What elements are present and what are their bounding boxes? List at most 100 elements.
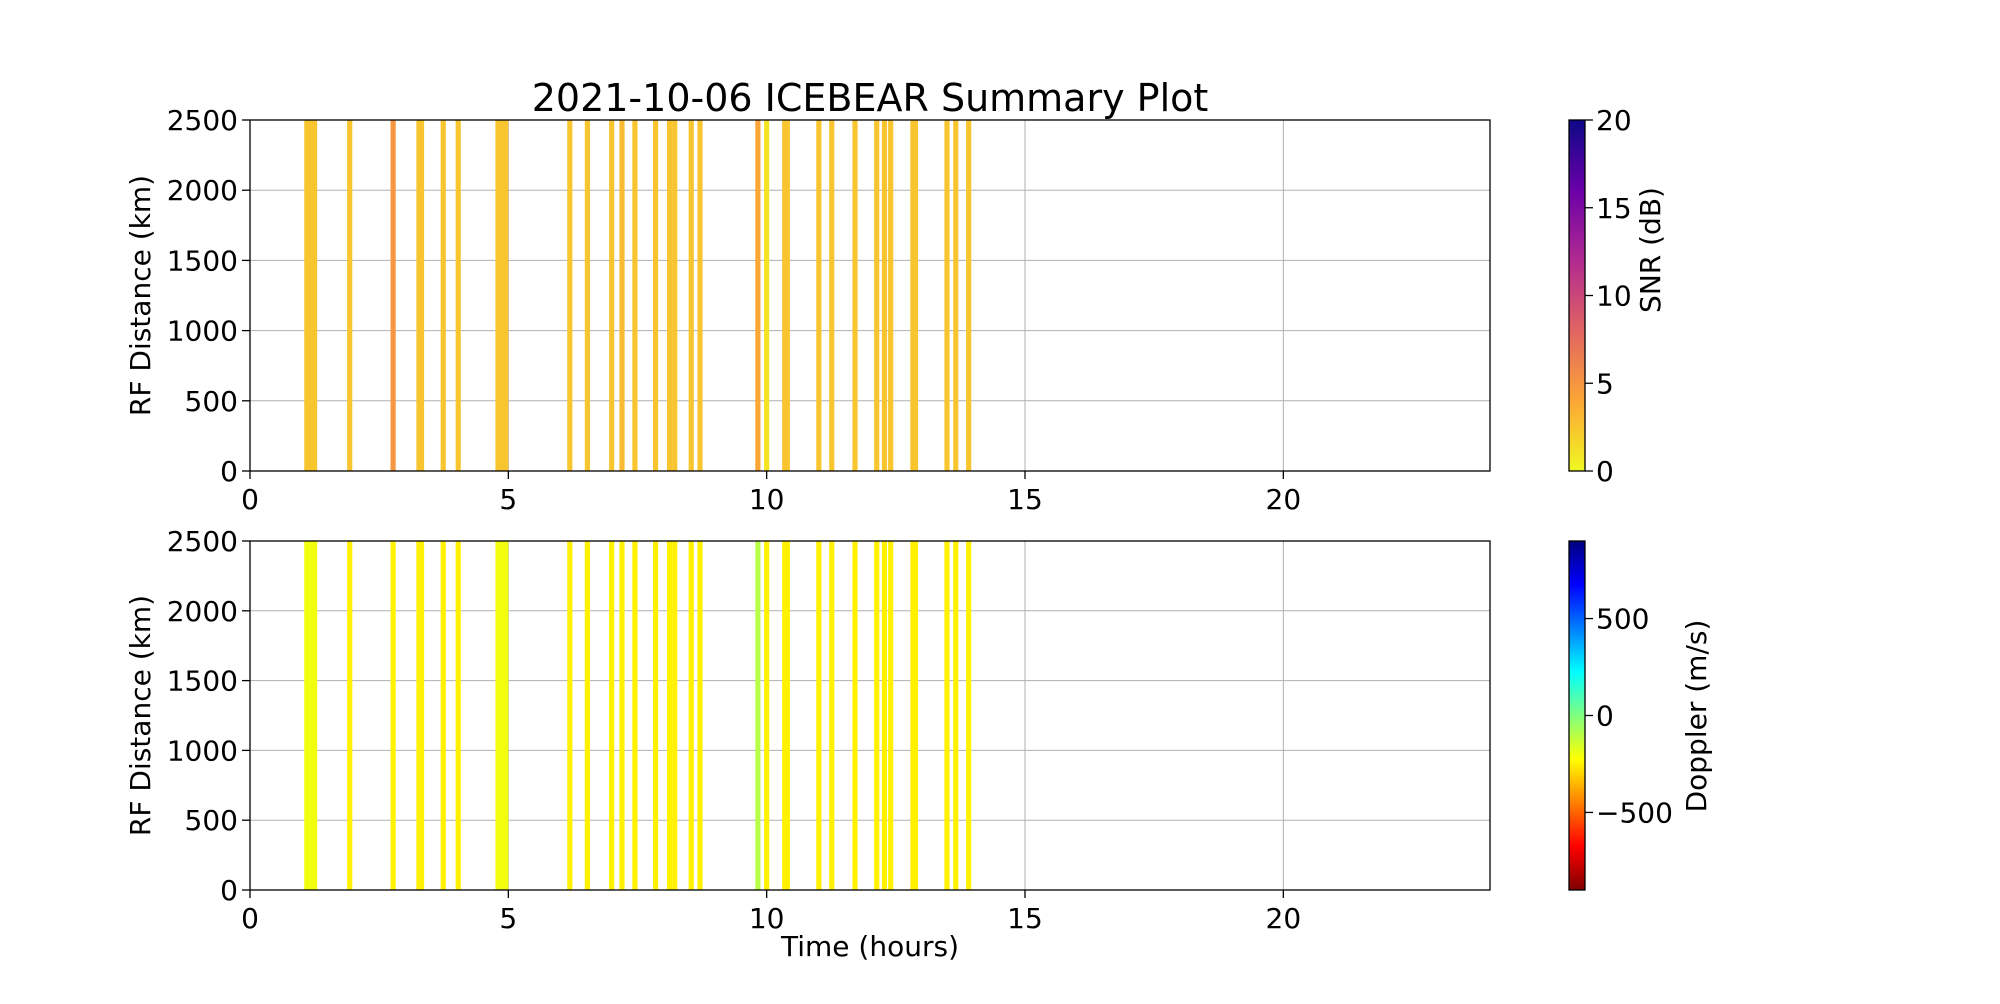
- x-tick-label: 10: [749, 483, 785, 516]
- stripe: [816, 541, 822, 890]
- stripe: [632, 541, 638, 890]
- chart-title: 2021-10-06 ICEBEAR Summary Plot: [532, 76, 1209, 120]
- y-tick-label: 500: [185, 385, 238, 418]
- stripe: [609, 120, 615, 471]
- colorbar-tick-label: 15: [1596, 192, 1632, 225]
- stripe: [666, 541, 673, 890]
- x-tick-label: 20: [1266, 483, 1302, 516]
- stripe: [966, 120, 972, 471]
- stripe: [567, 120, 573, 471]
- stripe: [498, 541, 504, 890]
- stripe: [784, 541, 790, 890]
- stripe: [816, 120, 822, 471]
- stripe: [852, 541, 858, 890]
- stripe: [653, 541, 659, 890]
- stripe: [697, 120, 703, 471]
- stripe: [852, 120, 858, 471]
- plot-frame: [249, 119, 1491, 472]
- x-tick-label: 10: [749, 902, 785, 935]
- stripe: [829, 120, 835, 471]
- stripe: [584, 120, 590, 471]
- colorbar-label: Doppler (m/s): [1680, 620, 1713, 813]
- stripe: [755, 541, 761, 890]
- colorbar-tick-label: −500: [1596, 796, 1673, 829]
- stripe: [390, 541, 396, 890]
- stripe: [966, 541, 972, 890]
- y-tick-label: 2000: [167, 595, 238, 628]
- y-tick-label: 0: [220, 455, 238, 488]
- stripe: [953, 120, 959, 471]
- y-tick-label: 2500: [167, 104, 238, 137]
- y-tick-label: 1000: [167, 315, 238, 348]
- colorbar-tick-label: 20: [1596, 104, 1632, 137]
- colorbar: [1568, 540, 1586, 891]
- stripe: [390, 120, 396, 471]
- y-tick-label: 1500: [167, 665, 238, 698]
- stripe: [912, 120, 919, 471]
- stripe: [944, 120, 950, 471]
- stripe: [304, 120, 310, 471]
- stripe: [829, 541, 835, 890]
- stripe: [944, 541, 950, 890]
- stripe: [418, 120, 425, 471]
- stripe: [888, 541, 894, 890]
- stripe: [304, 541, 310, 890]
- stripe: [584, 541, 590, 890]
- stripe: [312, 541, 318, 890]
- stripe: [455, 120, 461, 471]
- stripe: [440, 120, 446, 471]
- stripe: [881, 541, 888, 890]
- x-tick-label: 20: [1266, 902, 1302, 935]
- y-tick-label: 2000: [167, 174, 238, 207]
- x-tick-label: 15: [1007, 483, 1043, 516]
- stripe: [764, 120, 770, 471]
- stripe: [910, 541, 916, 890]
- y-axis-label: RF Distance (km): [124, 595, 157, 836]
- stripe: [881, 120, 888, 471]
- x-tick-label: 0: [241, 902, 259, 935]
- stripe: [619, 541, 625, 890]
- x-tick-label: 15: [1007, 902, 1043, 935]
- stripe: [688, 120, 694, 471]
- x-tick-label: 0: [241, 483, 259, 516]
- stripe: [418, 541, 425, 890]
- plot-frame: [249, 540, 1491, 891]
- stripe: [498, 120, 504, 471]
- stripe: [784, 120, 790, 471]
- colorbar: [1568, 119, 1586, 472]
- stripe: [953, 541, 959, 890]
- stripe: [347, 541, 353, 890]
- stripe: [755, 120, 761, 471]
- stripe: [688, 541, 694, 890]
- y-tick-label: 0: [220, 874, 238, 907]
- x-tick-label: 5: [499, 902, 517, 935]
- stripe: [764, 541, 770, 890]
- x-axis-label: Time (hours): [780, 930, 959, 963]
- stripe: [912, 541, 919, 890]
- stripe: [888, 120, 894, 471]
- y-tick-label: 2500: [167, 525, 238, 558]
- stripe: [874, 541, 880, 890]
- stripe: [312, 120, 318, 471]
- stripe: [440, 541, 446, 890]
- stripe: [503, 541, 509, 890]
- stripe: [609, 541, 615, 890]
- stripe: [653, 120, 659, 471]
- stripe: [567, 541, 573, 890]
- stripe: [672, 541, 678, 890]
- colorbar-tick-label: 10: [1596, 280, 1632, 313]
- colorbar-tick-label: 0: [1596, 455, 1614, 488]
- stripe: [672, 120, 678, 471]
- colorbar-tick-label: 0: [1596, 700, 1614, 733]
- stripe: [632, 120, 638, 471]
- y-axis-label: RF Distance (km): [124, 175, 157, 416]
- stripe: [503, 120, 509, 471]
- stripe: [455, 541, 461, 890]
- stripe: [697, 541, 703, 890]
- x-tick-label: 5: [499, 483, 517, 516]
- y-tick-label: 1500: [167, 244, 238, 277]
- colorbar-tick-label: 500: [1596, 603, 1649, 636]
- stripe: [347, 120, 353, 471]
- colorbar-tick-label: 5: [1596, 367, 1614, 400]
